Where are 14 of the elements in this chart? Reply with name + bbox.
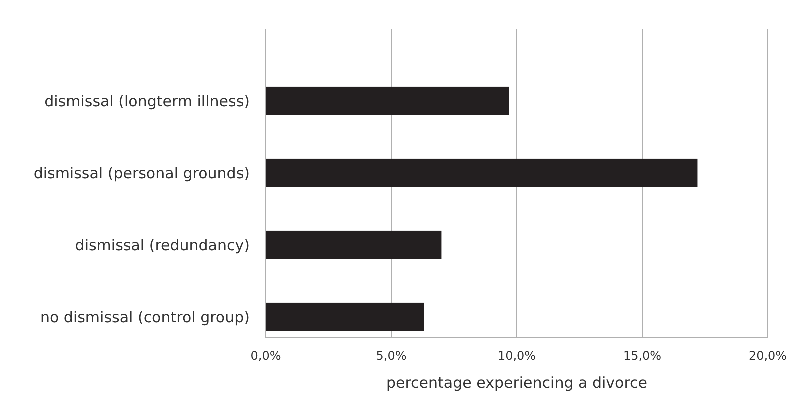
bar xyxy=(266,86,510,116)
bar xyxy=(266,302,424,332)
x-tick-label: 15,0% xyxy=(623,349,662,363)
x-tick-label: 10,0% xyxy=(498,349,536,363)
x-tick-label: 5,0% xyxy=(376,349,407,363)
y-tick-label: dismissal (longterm illness) xyxy=(44,92,250,110)
bar xyxy=(266,230,442,260)
x-tick-label: 20,0% xyxy=(748,349,788,363)
y-tick-label: no dismissal (control group) xyxy=(40,308,250,326)
y-tick-label: dismissal (redundancy) xyxy=(75,236,250,254)
y-tick-label: dismissal (personal grounds) xyxy=(34,164,250,182)
bar xyxy=(266,158,698,188)
x-tick-label: 0,0% xyxy=(250,349,282,363)
x-axis-title: percentage experiencing a divorce xyxy=(386,374,648,392)
